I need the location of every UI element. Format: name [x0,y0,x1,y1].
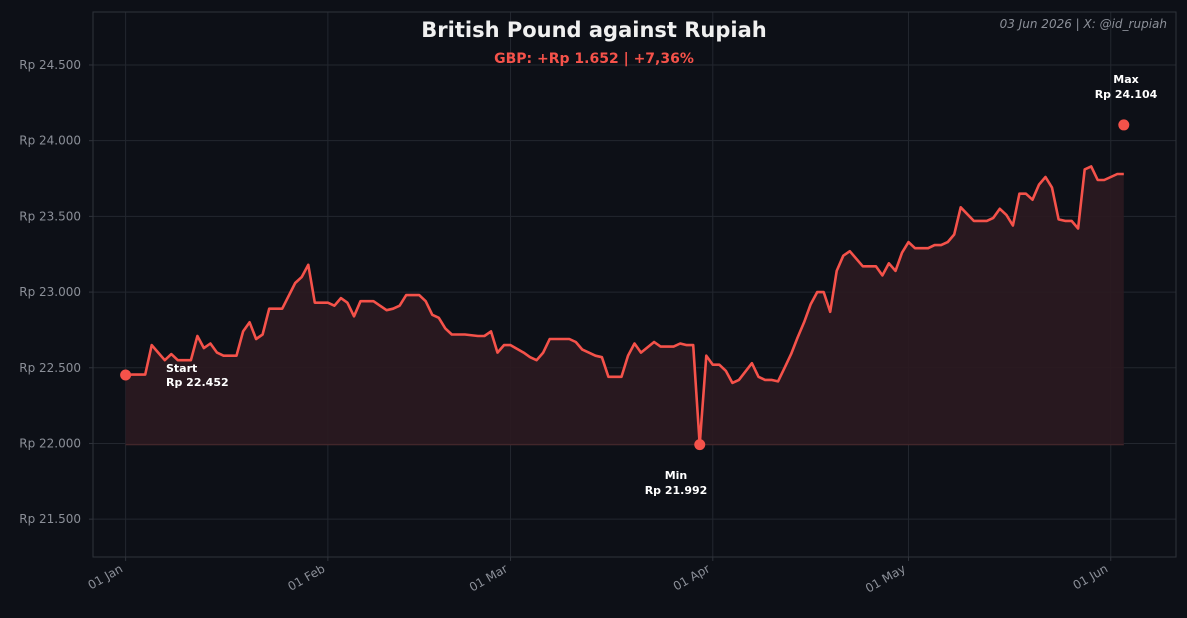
y-tick-label: Rp 21.500 [19,512,81,526]
start-marker [120,369,132,381]
y-tick-label: Rp 22.500 [19,361,81,375]
y-tick-label: Rp 23.000 [19,285,81,299]
chart-subtitle: GBP: +Rp 1.652 | +7,36% [494,51,694,67]
start-annotation-value: Rp 22.452 [166,376,229,389]
max-marker [1118,119,1130,131]
annotation-markers [120,119,1130,451]
area-fill [125,166,1124,445]
max-annotation-value: Rp 24.104 [1095,88,1158,101]
y-tick-label: Rp 23.500 [19,209,81,223]
y-tick-label: Rp 22.000 [19,436,81,450]
min-annotation-value: Rp 21.992 [645,484,708,497]
start-annotation-label: Start [166,362,197,375]
min-marker [694,439,706,451]
y-tick-label: Rp 24.500 [19,58,81,72]
y-tick-label: Rp 24.000 [19,134,81,148]
min-annotation-label: Min [665,469,688,482]
plot-frame [92,11,1177,558]
max-annotation-label: Max [1113,73,1138,86]
credit-text: 03 Jun 2026 | X: @id_rupiah [1000,17,1167,31]
series-line [125,165,1124,446]
chart-title: British Pound against Rupiah [421,18,766,42]
y-axis-ticks: Rp 21.500 Rp 22.000 Rp 22.500 Rp 23.000 Rp 2… [19,58,93,526]
